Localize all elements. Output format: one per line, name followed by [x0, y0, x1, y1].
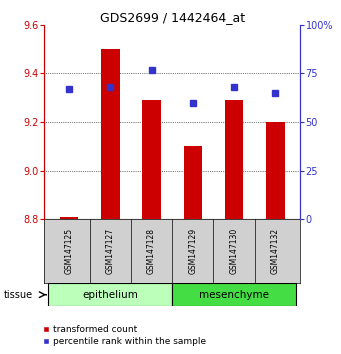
Bar [48, 283, 172, 306]
Text: GSM147129: GSM147129 [188, 228, 197, 274]
Text: GSM147130: GSM147130 [229, 228, 239, 274]
Text: GSM147128: GSM147128 [147, 228, 156, 274]
Bar [142, 100, 161, 219]
Text: epithelium: epithelium [83, 290, 138, 300]
Text: tissue: tissue [3, 290, 32, 300]
Bar [266, 122, 285, 219]
Legend: transformed count, percentile rank within the sample: transformed count, percentile rank withi… [39, 321, 210, 349]
Bar [183, 147, 202, 219]
Text: mesenchyme: mesenchyme [199, 290, 269, 300]
Title: GDS2699 / 1442464_at: GDS2699 / 1442464_at [100, 11, 245, 24]
Bar [60, 217, 78, 219]
Bar [225, 100, 243, 219]
Bar [172, 283, 296, 306]
Bar [101, 49, 120, 219]
Text: GSM147127: GSM147127 [106, 228, 115, 274]
Text: GSM147125: GSM147125 [64, 228, 74, 274]
Text: GSM147132: GSM147132 [271, 228, 280, 274]
